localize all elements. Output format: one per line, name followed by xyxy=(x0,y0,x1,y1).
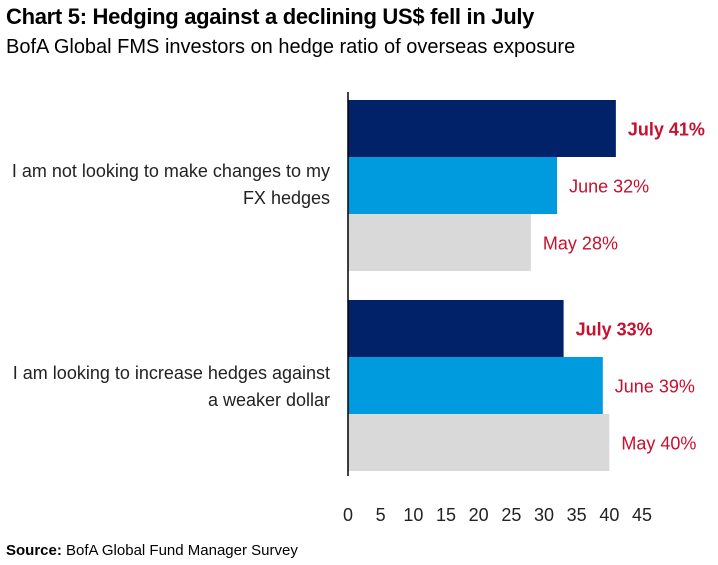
x-tick-label: 30 xyxy=(534,505,554,525)
x-tick-label: 10 xyxy=(403,505,423,525)
source-label: Source: xyxy=(6,542,62,559)
data-label: July 33% xyxy=(576,320,653,340)
category-label: I am not looking to make changes to my F… xyxy=(11,161,330,208)
x-tick-label: 0 xyxy=(343,505,353,525)
bar-june xyxy=(348,157,558,214)
x-tick-label: 25 xyxy=(501,505,521,525)
chart-title: Chart 5: Hedging against a declining US$… xyxy=(6,4,535,29)
x-tick-label: 15 xyxy=(436,505,456,525)
x-tick-label: 45 xyxy=(632,505,652,525)
data-label: June 32% xyxy=(569,177,649,197)
data-label: May 28% xyxy=(543,234,618,254)
chart-subtitle: BofA Global FMS investors on hedge ratio… xyxy=(6,36,576,58)
data-label: May 40% xyxy=(621,434,696,454)
data-label: July 41% xyxy=(628,120,705,140)
x-tick-label: 40 xyxy=(599,505,619,525)
x-tick-label: 35 xyxy=(567,505,587,525)
category-label: I am looking to increase hedges against … xyxy=(12,363,330,410)
source-text: BofA Global Fund Manager Survey xyxy=(61,542,298,559)
bar-july xyxy=(348,300,564,357)
data-label: June 39% xyxy=(615,377,695,397)
source-note: Source: BofA Global Fund Manager Survey xyxy=(6,542,298,559)
bar-june xyxy=(348,357,603,414)
bar-may xyxy=(348,414,610,471)
bar-may xyxy=(348,214,531,271)
x-tick-label: 20 xyxy=(469,505,489,525)
bar-july xyxy=(348,100,616,157)
x-tick-label: 5 xyxy=(376,505,386,525)
